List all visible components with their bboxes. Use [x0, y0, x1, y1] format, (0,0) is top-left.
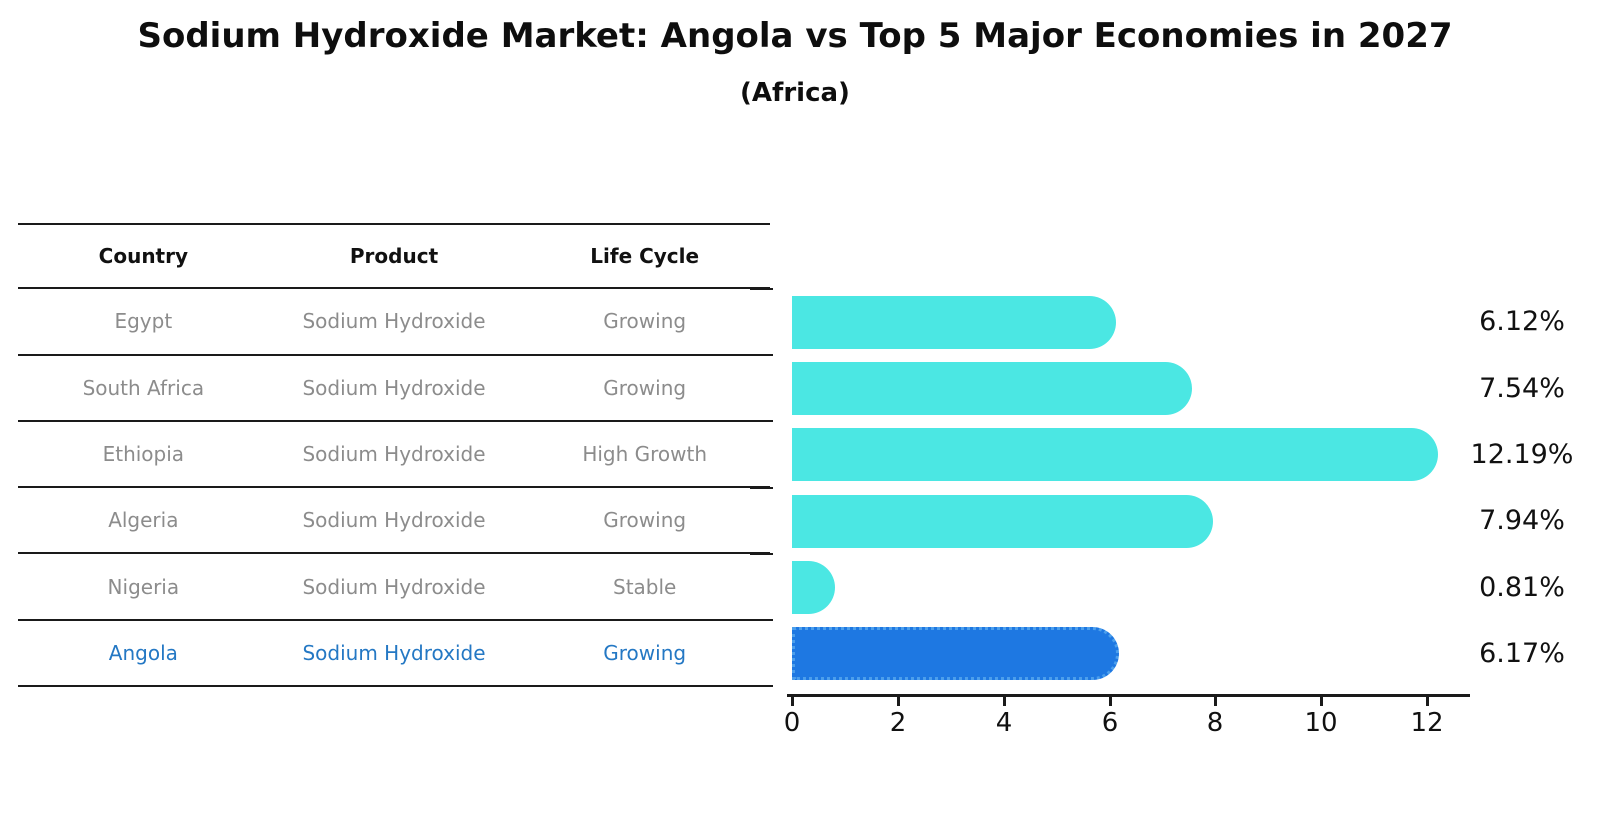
- column-header-product: Product: [349, 244, 439, 269]
- y-axis-tick: [750, 420, 773, 422]
- bar-south-africa: [792, 362, 1192, 415]
- y-axis-tick: [750, 619, 773, 621]
- chart-title: Sodium Hydroxide Market: Angola vs Top 5…: [137, 16, 1453, 56]
- x-axis-tick-label: 2: [889, 708, 907, 738]
- y-axis-tick: [750, 685, 773, 687]
- x-axis-tick: [1003, 697, 1006, 706]
- life-cycle-cell: Growing: [603, 640, 687, 665]
- bar-value-label: 7.94%: [1479, 505, 1565, 536]
- table-row: Nigeria Sodium Hydroxide Stable: [18, 554, 770, 621]
- x-axis-tick-label: 6: [1101, 708, 1119, 738]
- country-cell: Angola: [108, 640, 178, 665]
- bar-value-label: 7.54%: [1479, 373, 1565, 404]
- y-axis-tick: [750, 553, 773, 555]
- column-header-life-cycle: Life Cycle: [590, 244, 700, 269]
- country-cell: Egypt: [114, 309, 173, 334]
- table-header-row: Country Product Life Cycle: [18, 223, 770, 290]
- bar-egypt: [792, 296, 1117, 349]
- y-axis-tick: [750, 487, 773, 489]
- country-cell: Nigeria: [107, 574, 180, 599]
- table-row: Algeria Sodium Hydroxide Growing: [18, 488, 770, 555]
- product-cell: Sodium Hydroxide: [302, 574, 486, 599]
- x-axis-tick-label: 0: [783, 708, 801, 738]
- product-cell: Sodium Hydroxide: [302, 508, 486, 533]
- x-axis-tick-label: 8: [1206, 708, 1224, 738]
- x-axis-line: [787, 694, 1470, 697]
- bar-algeria: [792, 495, 1213, 548]
- y-axis-tick: [750, 354, 773, 356]
- life-cycle-cell: Growing: [603, 375, 687, 400]
- country-table: Country Product Life Cycle Egypt Sodium …: [18, 223, 770, 688]
- bar-value-label: 6.17%: [1479, 638, 1565, 669]
- table-row: South Africa Sodium Hydroxide Growing: [18, 356, 770, 422]
- life-cycle-cell: Stable: [613, 574, 677, 599]
- bar-angola-highlighted: [792, 627, 1119, 680]
- x-axis-tick: [897, 697, 900, 706]
- bar-nigeria: [792, 561, 835, 614]
- bar-value-label: 12.19%: [1470, 439, 1574, 470]
- country-cell: Ethiopia: [102, 442, 185, 467]
- life-cycle-cell: Growing: [603, 309, 687, 334]
- x-axis-tick: [1214, 697, 1217, 706]
- x-axis-tick: [1426, 697, 1429, 706]
- country-cell: Algeria: [108, 508, 179, 533]
- product-cell: Sodium Hydroxide: [302, 640, 486, 665]
- product-cell: Sodium Hydroxide: [302, 375, 486, 400]
- x-axis-tick: [1320, 697, 1323, 706]
- y-axis-tick: [750, 288, 773, 290]
- life-cycle-cell: High Growth: [582, 442, 708, 467]
- table-row: Ethiopia Sodium Hydroxide High Growth: [18, 422, 770, 489]
- life-cycle-cell: Growing: [603, 508, 687, 533]
- x-axis-tick: [791, 697, 794, 706]
- bar-ethiopia: [792, 428, 1439, 481]
- x-axis-tick-label: 4: [995, 708, 1013, 738]
- x-axis-tick: [1109, 697, 1112, 706]
- chart-subtitle: (Africa): [740, 78, 850, 108]
- table-row-highlighted: Angola Sodium Hydroxide Growing: [18, 621, 770, 688]
- x-axis-tick-label: 10: [1304, 708, 1338, 738]
- product-cell: Sodium Hydroxide: [302, 442, 486, 467]
- bar-value-label: 6.12%: [1479, 306, 1565, 337]
- bar-value-label: 0.81%: [1479, 572, 1565, 603]
- table-row: Egypt Sodium Hydroxide Growing: [18, 289, 770, 356]
- x-axis-tick-label: 12: [1410, 708, 1444, 738]
- column-header-country: Country: [98, 244, 189, 269]
- product-cell: Sodium Hydroxide: [302, 309, 486, 334]
- country-cell: South Africa: [82, 375, 205, 400]
